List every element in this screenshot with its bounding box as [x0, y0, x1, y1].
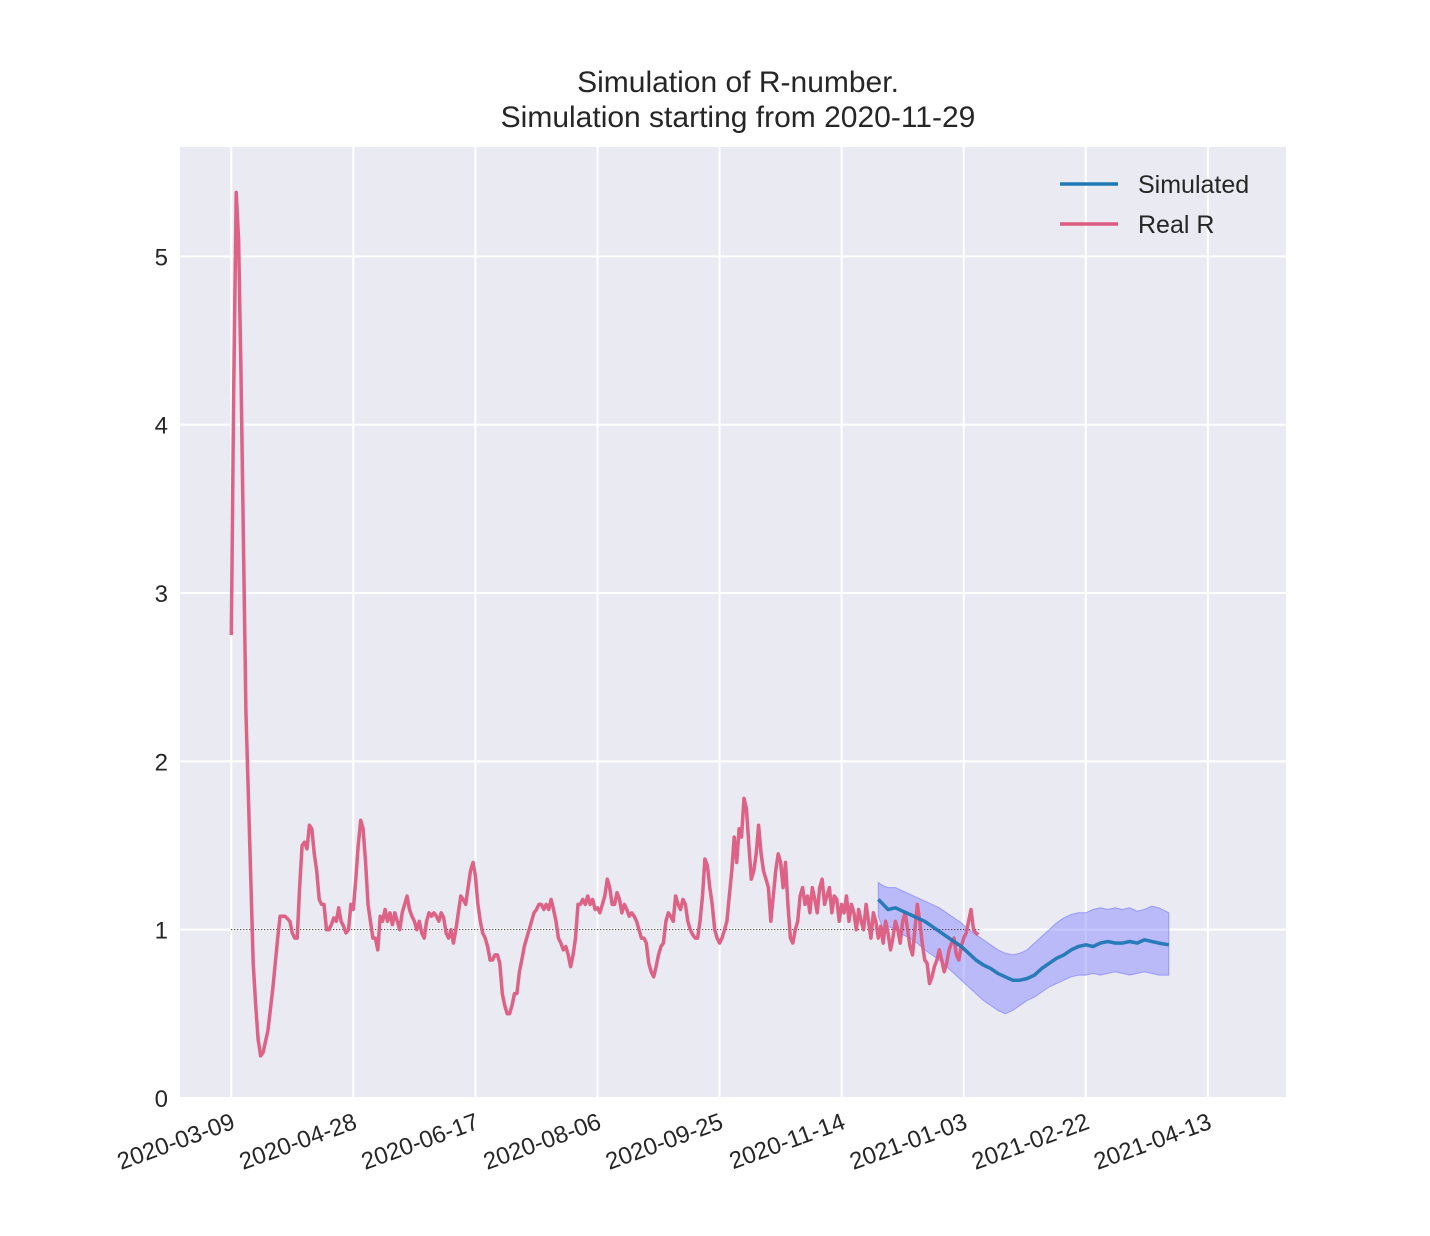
- chart-title: Simulation of R-number.: [577, 66, 899, 99]
- series-line-simulated: [877, 898, 1170, 982]
- series-line-real-r: [229, 190, 980, 1058]
- chart-subtitle: Simulation starting from 2020-11-29: [500, 101, 976, 134]
- x-tick-label: 2020-04-28: [236, 1108, 361, 1175]
- series-lines: [229, 190, 1170, 1058]
- y-tick-label: 4: [155, 413, 168, 440]
- x-tick-label: 2021-01-03: [846, 1108, 971, 1175]
- confidence-band: [877, 881, 1170, 1015]
- y-tick-label: 3: [155, 581, 168, 608]
- y-tick-label: 1: [155, 918, 168, 945]
- simulated-confidence-band: [877, 881, 1170, 1015]
- x-tick-label: 2020-03-09: [114, 1108, 239, 1175]
- x-tick-label: 2020-06-17: [358, 1108, 483, 1175]
- x-tick-label: 2020-09-25: [602, 1108, 727, 1175]
- y-tick-labels: 0 1 2 3 4 5: [155, 244, 168, 1113]
- x-tick-labels: 2020-03-092020-04-282020-06-172020-08-06…: [114, 1108, 1215, 1175]
- x-tick-label: 2020-08-06: [480, 1108, 605, 1175]
- x-tick-label: 2020-11-14: [726, 1108, 849, 1175]
- y-tick-label: 2: [155, 749, 168, 776]
- y-tick-label: 5: [155, 244, 168, 271]
- x-tick-label: 2021-02-22: [968, 1108, 1093, 1175]
- plot-background: [180, 147, 1286, 1098]
- legend-label: Simulated: [1138, 171, 1249, 199]
- x-tick-label: 2021-04-13: [1090, 1108, 1215, 1175]
- legend: Simulated Real R: [1060, 171, 1249, 239]
- y-tick-label: 0: [155, 1086, 168, 1113]
- legend-label: Real R: [1138, 211, 1214, 239]
